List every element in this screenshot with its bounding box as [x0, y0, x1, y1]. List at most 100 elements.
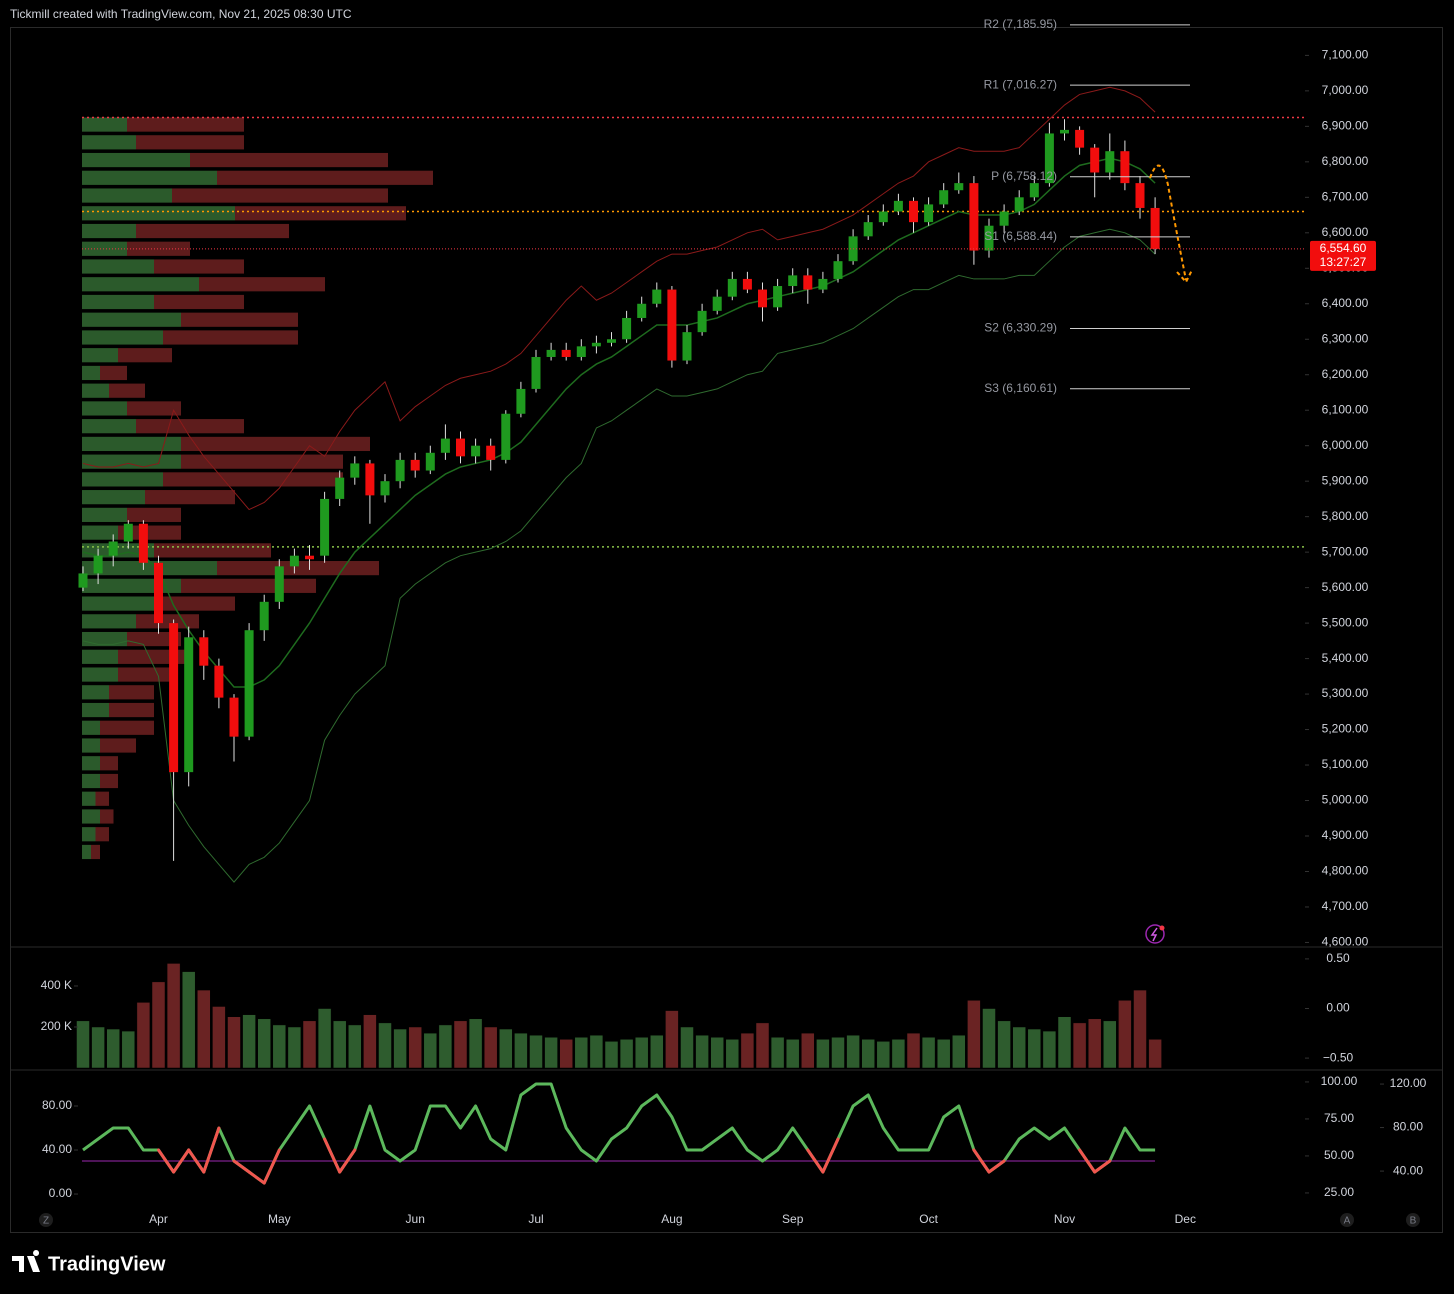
candle-body — [214, 665, 224, 698]
y-tick-label: 7,100.00 — [1322, 48, 1369, 62]
band-line — [82, 86, 1156, 511]
pivot-label: S1 (6,588.44) — [984, 229, 1057, 243]
candle-body — [486, 445, 496, 460]
profile-up — [82, 206, 235, 221]
pivot-label: R1 (7,016.27) — [984, 77, 1057, 91]
profile-up — [82, 135, 136, 150]
profile-down — [118, 649, 190, 664]
volume-bar — [831, 1036, 845, 1069]
candle-body — [516, 388, 526, 414]
chart-frame — [10, 27, 1443, 1233]
axis-button[interactable]: A — [1344, 1216, 1351, 1227]
volume-bar — [363, 1014, 377, 1069]
alert-dot — [1159, 925, 1165, 931]
volume-bar — [619, 1039, 634, 1069]
profile-down — [127, 631, 181, 647]
volume-bar — [272, 1024, 287, 1069]
axis-button[interactable]: Z — [43, 1216, 49, 1227]
y-tick-label: 4,700.00 — [1322, 899, 1369, 913]
volume-bar — [1027, 1028, 1042, 1069]
button-bg[interactable] — [1406, 1213, 1420, 1227]
profile-down — [100, 738, 136, 753]
profile-up — [82, 507, 127, 522]
oscillator-segment-below — [338, 1148, 357, 1174]
candle-body — [471, 445, 481, 457]
candle-body — [637, 303, 647, 318]
profile-up — [82, 472, 163, 487]
volume-bar — [1012, 1026, 1026, 1069]
y-tick-label: 0.00 — [49, 1186, 73, 1200]
profile-up — [82, 685, 109, 700]
oscillator-segment-below — [247, 1170, 266, 1185]
profile-down — [172, 188, 388, 203]
volume-bar — [393, 1028, 407, 1069]
profile-up — [82, 738, 100, 753]
profile-up — [82, 188, 172, 203]
profile-down — [95, 827, 109, 842]
candle-body — [244, 630, 254, 737]
profile-down — [109, 702, 154, 718]
y-tick-label: 80.00 — [42, 1098, 72, 1112]
profile-up — [82, 844, 91, 860]
candle-body — [138, 523, 148, 563]
profile-down — [136, 223, 289, 239]
y3-tick-label: 80.00 — [1393, 1120, 1423, 1134]
candle-body — [365, 463, 375, 496]
axis-button[interactable]: B — [1410, 1216, 1417, 1227]
button-bg[interactable] — [39, 1213, 53, 1227]
volume-bar — [544, 1036, 558, 1069]
y-tick-label: 40.00 — [42, 1142, 72, 1156]
y-tick-label: 6,600.00 — [1322, 225, 1369, 239]
alert-icon[interactable] — [1145, 924, 1165, 944]
x-tick-label: Oct — [919, 1212, 938, 1226]
y2-tick-label: 0.00 — [1326, 1001, 1350, 1015]
x-tick-label: Sep — [782, 1212, 804, 1226]
candle-body — [350, 463, 360, 478]
profile-up — [82, 667, 118, 682]
last-price-box — [1310, 240, 1376, 271]
brand-logo — [12, 1250, 40, 1272]
volume-bar — [227, 1016, 241, 1069]
candle-body — [501, 413, 511, 460]
volume-bar — [634, 1036, 649, 1069]
forecast-arrow — [1149, 164, 1187, 281]
profile-down — [100, 809, 114, 824]
candle-body — [788, 275, 798, 287]
profile-up — [82, 791, 96, 806]
volume-bar — [801, 1032, 815, 1069]
y-tick-label: 6,400.00 — [1322, 296, 1369, 310]
candle-body — [440, 438, 450, 453]
y-tick-label: 5,500.00 — [1322, 615, 1369, 629]
profile-up — [82, 348, 118, 363]
profile-up — [82, 773, 100, 789]
candle-body — [531, 356, 541, 389]
profile-down — [154, 543, 271, 558]
profile-down — [118, 525, 181, 540]
pivot-label: R2 (7,185.95) — [984, 17, 1057, 31]
profile-down — [217, 561, 379, 576]
oscillator-segment-below — [232, 1159, 251, 1174]
profile-down — [136, 135, 244, 150]
y3-tick-label: 40.00 — [1393, 1163, 1423, 1177]
volume-bar — [1042, 1030, 1057, 1069]
profile-up — [82, 631, 127, 647]
volume-bar — [589, 1034, 604, 1069]
profile-up — [82, 578, 181, 593]
profile-down — [127, 117, 244, 132]
profile-up — [82, 454, 181, 469]
candle-body — [863, 222, 873, 237]
profile-up — [82, 223, 136, 239]
volume-bar — [438, 1024, 453, 1069]
profile-down — [154, 259, 244, 274]
volume-bar — [680, 1026, 694, 1069]
last-price-label: 6,554.60 — [1320, 241, 1367, 255]
volume-bar — [861, 1039, 875, 1069]
candle-body — [969, 183, 979, 251]
button-bg[interactable] — [1340, 1213, 1354, 1227]
volume-bar — [106, 1028, 120, 1069]
candle-body — [939, 190, 949, 205]
y2-tick-label: 75.00 — [1324, 1111, 1354, 1125]
candle-body — [259, 601, 269, 631]
profile-down — [163, 472, 343, 487]
volume-bar — [332, 1020, 347, 1069]
